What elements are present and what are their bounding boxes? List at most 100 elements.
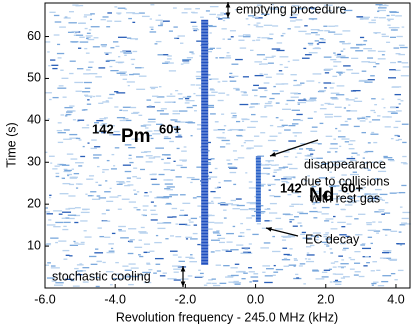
noise-dash bbox=[59, 26, 66, 28]
noise-dash bbox=[86, 36, 91, 39]
ion-charge: 60+ bbox=[159, 121, 181, 136]
noise-dash bbox=[122, 118, 129, 120]
noise-dash bbox=[230, 75, 239, 78]
noise-dash bbox=[69, 133, 78, 136]
noise-dash bbox=[72, 4, 79, 6]
noise-dash bbox=[374, 32, 378, 35]
noise-dash bbox=[68, 11, 74, 13]
noise-dash bbox=[397, 269, 404, 272]
noise-dash bbox=[289, 218, 295, 221]
noise-dash bbox=[237, 157, 245, 159]
noise-dash bbox=[321, 241, 329, 243]
noise-dash bbox=[150, 201, 154, 203]
noise-dash bbox=[185, 256, 193, 259]
noise-dash bbox=[239, 232, 245, 234]
noise-dash bbox=[69, 244, 79, 246]
noise-dash bbox=[128, 154, 132, 156]
noise-dash bbox=[87, 66, 93, 69]
noise-dash bbox=[363, 40, 368, 42]
noise-dash bbox=[390, 230, 398, 232]
noise-dash bbox=[330, 252, 334, 254]
noise-dash bbox=[185, 97, 190, 100]
noise-dash bbox=[209, 32, 212, 34]
noise-dash bbox=[221, 139, 230, 142]
noise-dash bbox=[291, 109, 300, 111]
noise-dash bbox=[262, 271, 266, 273]
noise-dash bbox=[166, 202, 172, 205]
noise-dash bbox=[396, 35, 403, 38]
noise-dash bbox=[351, 57, 359, 59]
noise-dash bbox=[353, 274, 359, 276]
noise-dash bbox=[225, 203, 234, 205]
noise-dash bbox=[66, 153, 74, 155]
noise-dash bbox=[399, 224, 406, 226]
noise-dash bbox=[321, 213, 329, 215]
noise-dash bbox=[163, 137, 172, 140]
noise-dash bbox=[189, 257, 195, 259]
noise-dash bbox=[388, 26, 397, 29]
noise-dash bbox=[88, 61, 94, 63]
noise-dash bbox=[66, 173, 73, 176]
noise-dash bbox=[132, 73, 140, 75]
noise-dash bbox=[344, 141, 350, 143]
noise-dash bbox=[116, 12, 122, 14]
noise-dash bbox=[249, 252, 253, 254]
noise-dash bbox=[206, 228, 213, 230]
noise-dash bbox=[219, 57, 225, 59]
noise-dash bbox=[203, 284, 208, 286]
noise-dash bbox=[267, 62, 274, 64]
noise-dash bbox=[136, 209, 141, 211]
noise-dash bbox=[209, 78, 212, 81]
noise-dash bbox=[341, 138, 350, 140]
noise-dash bbox=[233, 280, 239, 283]
noise-dash bbox=[211, 282, 217, 285]
noise-dash bbox=[278, 167, 286, 169]
noise-dash bbox=[378, 17, 386, 19]
noise-dash bbox=[399, 206, 403, 208]
noise-dash bbox=[222, 19, 226, 22]
trace-texture bbox=[255, 155, 261, 222]
noise-dash bbox=[62, 182, 71, 185]
noise-dash bbox=[127, 240, 133, 243]
noise-dash bbox=[178, 223, 188, 226]
noise-dash bbox=[273, 8, 280, 10]
noise-dash bbox=[244, 248, 249, 250]
noise-dash bbox=[383, 107, 386, 109]
noise-dash bbox=[229, 72, 233, 75]
noise-dash bbox=[220, 202, 226, 204]
noise-dash bbox=[346, 110, 352, 112]
noise-dash bbox=[301, 57, 310, 59]
noise-dash bbox=[114, 106, 119, 108]
noise-dash bbox=[124, 144, 132, 146]
noise-dash bbox=[314, 11, 319, 13]
noise-dash bbox=[363, 151, 368, 154]
noise-dash bbox=[219, 146, 226, 148]
noise-dash bbox=[156, 196, 166, 198]
noise-dash bbox=[275, 217, 282, 220]
noise-dash bbox=[174, 129, 179, 131]
noise-dash bbox=[215, 250, 221, 252]
noise-dash bbox=[120, 51, 126, 53]
noise-dash bbox=[106, 59, 116, 62]
noise-dash bbox=[365, 118, 368, 120]
noise-dash bbox=[401, 62, 409, 64]
noise-dash bbox=[80, 155, 86, 158]
noise-dash bbox=[333, 65, 338, 67]
noise-dash bbox=[83, 230, 87, 232]
noise-dash bbox=[282, 213, 291, 215]
noise-dash bbox=[217, 99, 224, 102]
noise-dash bbox=[209, 13, 216, 16]
noise-dash bbox=[312, 269, 319, 271]
noise-dash bbox=[139, 232, 148, 234]
noise-dash bbox=[107, 97, 113, 99]
noise-dash bbox=[82, 208, 88, 211]
noise-dash bbox=[69, 183, 75, 186]
noise-dash bbox=[218, 18, 223, 20]
noise-dash bbox=[149, 86, 158, 89]
noise-dash bbox=[102, 261, 106, 264]
noise-dash bbox=[78, 47, 82, 49]
noise-dash bbox=[324, 87, 327, 89]
noise-dash bbox=[389, 69, 396, 71]
noise-dash bbox=[138, 239, 142, 241]
noise-dash bbox=[195, 28, 199, 30]
